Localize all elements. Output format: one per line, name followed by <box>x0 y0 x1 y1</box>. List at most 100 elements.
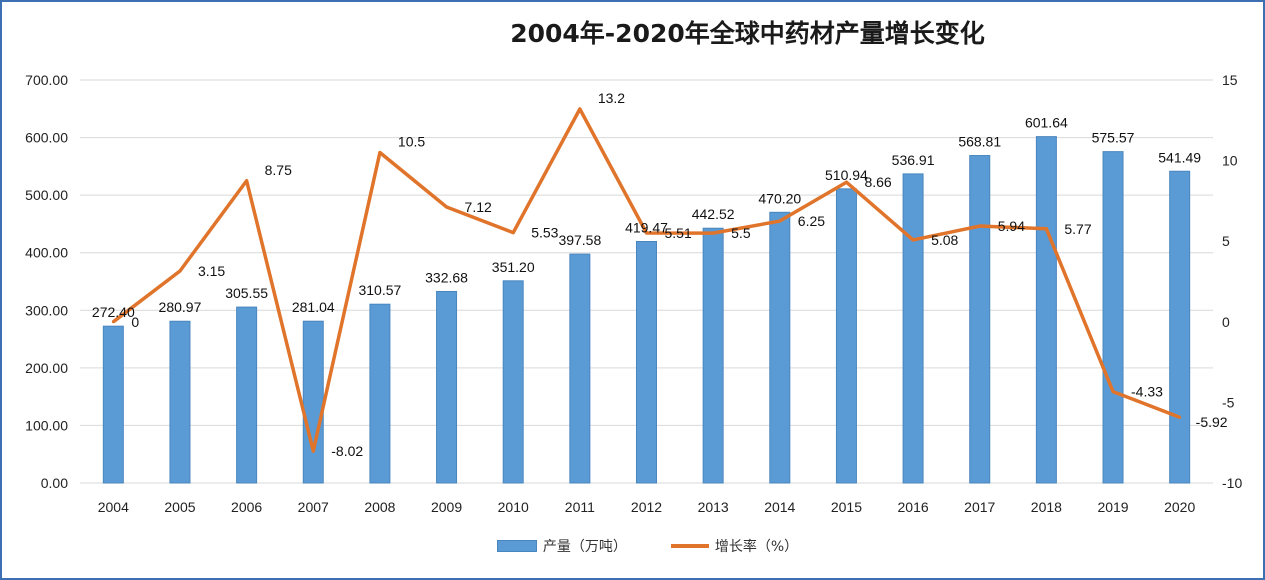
line-value-label: 13.2 <box>598 90 625 106</box>
legend-swatch-line <box>670 544 709 548</box>
line-value-label: -5.92 <box>1196 414 1228 430</box>
x-tick-label: 2014 <box>764 499 795 515</box>
x-tick-label: 2017 <box>964 499 995 515</box>
line-point <box>311 449 315 453</box>
bar <box>702 227 724 484</box>
data-labels: 272.40 280.97 305.55 281.04 310.57 332.68 351.… <box>92 90 1228 459</box>
x-tick-label: 2019 <box>1097 499 1128 515</box>
x-tick-label: 2006 <box>231 499 262 515</box>
left-tick-label: 500.00 <box>25 187 68 203</box>
line-point <box>111 320 115 324</box>
bar-value-label: 541.49 <box>1158 149 1201 165</box>
line-point <box>978 224 982 228</box>
left-tick-label: 400.00 <box>25 245 68 261</box>
line-point <box>378 151 382 155</box>
bar-value-label: 601.64 <box>1025 115 1068 131</box>
line-point <box>645 231 648 235</box>
right-tick-label: -10 <box>1222 475 1242 491</box>
bar <box>636 241 657 484</box>
line-point <box>1044 227 1048 231</box>
line-point <box>711 231 715 235</box>
right-tick-label: 15 <box>1222 72 1238 88</box>
x-tick-label: 2007 <box>298 499 329 515</box>
legend-item-line: 增长率（%） <box>670 536 799 556</box>
bar-value-label: 272.40 <box>92 304 135 320</box>
x-tick-label: 2010 <box>498 499 529 515</box>
bar <box>1169 170 1191 484</box>
legend-label-line: 增长率（%） <box>714 539 799 555</box>
line-point <box>578 107 582 111</box>
bar-value-label: 510.94 <box>825 167 868 183</box>
bar-value-label: 332.68 <box>425 269 468 285</box>
bar-value-label: 310.57 <box>358 282 401 298</box>
x-tick-label: 2004 <box>98 499 129 515</box>
line-series <box>111 107 1182 453</box>
bar-value-label: 280.97 <box>159 299 202 315</box>
line-value-label: 6.25 <box>798 213 825 229</box>
line-value-label: 5.53 <box>531 225 558 241</box>
line-point <box>511 231 515 235</box>
x-tick-label: 2012 <box>631 499 662 515</box>
line-value-label: 8.75 <box>265 162 292 178</box>
chart-title: 2004年-2020年全球中药材产量增长变化 <box>510 19 985 48</box>
left-tick-label: 100.00 <box>25 417 68 433</box>
bar-value-label: 305.55 <box>225 285 268 301</box>
bar-value-label: 536.91 <box>892 152 935 168</box>
bar-value-label: 575.57 <box>1092 130 1135 146</box>
bar <box>302 320 324 484</box>
x-tick-label: 2015 <box>831 499 862 515</box>
x-tick-label: 2009 <box>431 499 462 515</box>
bar-value-label: 470.20 <box>758 190 801 206</box>
legend-item-bars: 产量（万吨） <box>496 536 627 556</box>
line-value-label: 10.5 <box>398 134 425 150</box>
bar-value-label: 281.04 <box>292 299 335 315</box>
line-point <box>178 269 182 273</box>
bar <box>369 303 391 484</box>
bar <box>1035 136 1057 484</box>
bar-series <box>102 136 1191 484</box>
x-tick-label: 2016 <box>898 499 929 515</box>
bar <box>169 320 191 484</box>
line-value-label: -4.33 <box>1131 384 1163 400</box>
line-point <box>778 219 782 223</box>
line-value-label: 5.51 <box>665 225 692 241</box>
right-axis: -10 -5 0 5 10 15 <box>1222 72 1242 491</box>
line-value-label: 7.12 <box>465 199 492 215</box>
bar <box>769 211 791 484</box>
line-point <box>245 179 249 183</box>
bar <box>502 280 524 484</box>
bar-value-label: 419.47 <box>625 220 668 236</box>
line-value-label: -8.02 <box>331 443 363 459</box>
right-tick-label: -5 <box>1222 394 1235 410</box>
x-tick-label: 2008 <box>364 499 395 515</box>
bar <box>835 188 857 484</box>
line-value-label: 5.5 <box>731 225 751 241</box>
line-point <box>1178 415 1182 419</box>
left-tick-label: 300.00 <box>25 302 68 318</box>
bar <box>902 173 924 484</box>
x-axis: 2004 2005 2006 2007 2008 2009 2010 2011 2012 2013… <box>98 499 1196 515</box>
line-value-label: 5.77 <box>1064 221 1091 237</box>
left-tick-label: 200.00 <box>25 360 68 376</box>
x-tick-label: 2018 <box>1031 499 1062 515</box>
line-value-label: 8.66 <box>864 174 891 190</box>
x-tick-label: 2013 <box>698 499 729 515</box>
x-tick-label: 2011 <box>565 499 595 515</box>
line-value-label: 5.94 <box>998 218 1025 234</box>
bar-value-label: 568.81 <box>958 134 1001 150</box>
bar <box>569 253 591 484</box>
bar <box>102 325 124 484</box>
line-point <box>1111 390 1115 394</box>
legend: 产量（万吨） 增长率（%） <box>0 536 1265 556</box>
left-tick-label: 600.00 <box>25 130 68 146</box>
line-point <box>844 180 848 184</box>
legend-label-bars: 产量（万吨） <box>542 539 627 555</box>
line-value-label: 0 <box>131 314 139 330</box>
bar <box>969 155 991 484</box>
bar <box>1102 151 1124 484</box>
line-value-label: 5.08 <box>931 232 958 248</box>
line-point <box>911 238 915 242</box>
bar-value-label: 397.58 <box>558 232 601 248</box>
bar-value-label: 442.52 <box>692 206 735 222</box>
